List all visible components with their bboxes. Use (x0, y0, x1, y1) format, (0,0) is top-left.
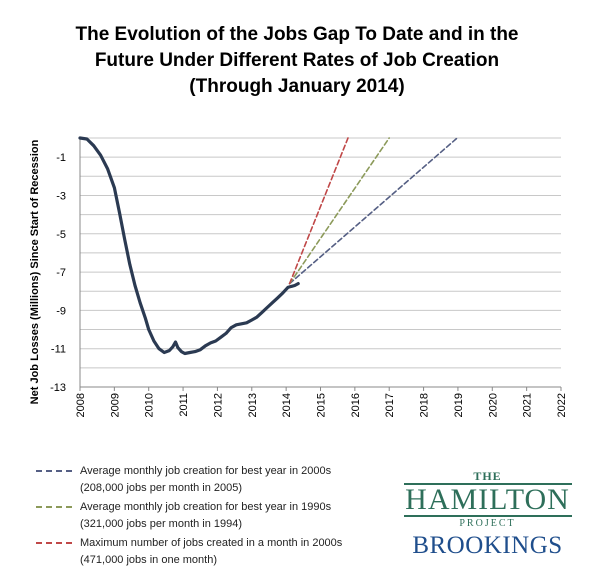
y-tick-label: -3 (56, 190, 66, 202)
chart-title-line-3: (Through January 2014) (189, 76, 405, 97)
x-tick-label: 2019 (453, 393, 465, 417)
grid-lines (80, 137, 561, 388)
x-tick-label: 2009 (109, 393, 121, 417)
legend-label: Maximum number of jobs created in a mont… (80, 537, 343, 549)
y-tick-label: -11 (51, 344, 66, 356)
legend-sublabel: (321,000 jobs per month in 1994) (80, 518, 243, 530)
x-tick-label: 2015 (316, 393, 328, 417)
legend-label: Average monthly job creation for best ye… (80, 501, 332, 513)
legend-swatch-2000s-avg (36, 470, 72, 472)
logo-project: PROJECT (459, 518, 516, 529)
legend-swatch-2000s-max (36, 542, 72, 544)
hamilton-project-logo: THE HAMILTON PROJECT (400, 470, 575, 531)
x-tick-label: 2008 (75, 393, 87, 417)
x-tick-label: 2017 (384, 393, 396, 417)
series-line-projection (288, 137, 349, 285)
logo-hamilton: HAMILTON (403, 483, 572, 517)
y-tick-label: -1 (56, 152, 66, 164)
legend-sublabel: (471,000 jobs in one month) (80, 554, 217, 566)
x-tick-label: 2020 (487, 393, 499, 417)
brookings-logo: BROOKINGS (412, 532, 563, 559)
x-tick-label: 2011 (178, 393, 190, 417)
series-line-projection (288, 137, 391, 285)
chart-title-line-2: Future Under Different Rates of Job Crea… (94, 50, 500, 71)
legend-swatch-1990s-avg (36, 506, 72, 508)
y-tick-label: -5 (56, 229, 66, 241)
chart-title-line-1: The Evolution of the Jobs Gap To Date an… (75, 24, 519, 45)
x-tick-label: 2018 (419, 393, 431, 417)
x-tick-label: 2022 (556, 393, 568, 417)
y-tick-label: -13 (50, 382, 66, 394)
x-tick-label: 2012 (212, 393, 224, 417)
axes (79, 138, 562, 391)
y-tick-label: -7 (56, 267, 66, 279)
y-tick-label: -9 (56, 305, 66, 317)
logo-the: THE (473, 469, 502, 483)
x-tick-label: 2014 (281, 393, 293, 417)
y-tick-labels: -1 -3 -5 -7 -9 -11 -13 (50, 152, 66, 394)
y-axis-label: Net Job Losses (Millions) Since Start of… (29, 139, 41, 404)
x-tick-labels: 2008 2009 2010 2011 2012 2013 2014 2015 2016 2017… (75, 393, 568, 417)
legend-sublabel: (208,000 jobs per month in 2005) (80, 482, 243, 494)
x-tick-label: 2010 (144, 393, 156, 417)
series-line-projection (288, 137, 459, 285)
x-tick-label: 2016 (350, 393, 362, 417)
x-tick-label: 2021 (522, 393, 534, 417)
series-line-actual (78, 136, 300, 356)
x-tick-label: 2013 (247, 393, 259, 417)
chart-title: The Evolution of the Jobs Gap To Date an… (0, 22, 594, 100)
series-lines (78, 136, 459, 356)
legend-label: Average monthly job creation for best ye… (80, 465, 332, 477)
